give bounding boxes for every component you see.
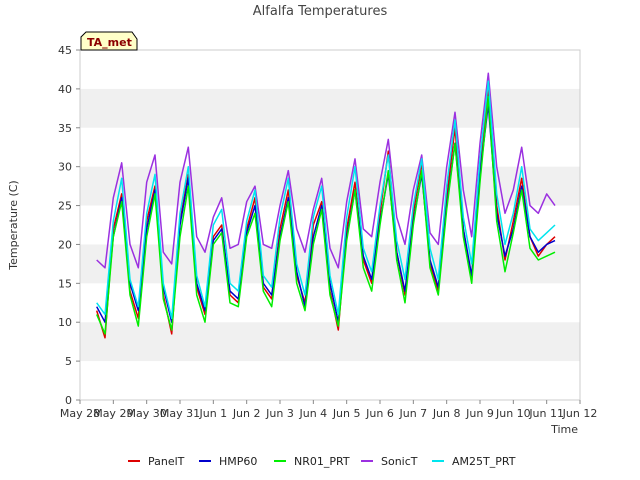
x-tick-label: Jun 4 xyxy=(298,407,327,420)
legend: PanelT HMP60 NR01_PRT SonicT AM25T_PRT xyxy=(128,455,516,468)
x-tick-label: Jun 11 xyxy=(528,407,564,420)
y-tick-label: 0 xyxy=(65,394,72,407)
y-tick-label: 45 xyxy=(58,44,72,57)
y-tick-label: 5 xyxy=(65,355,72,368)
plot-frame xyxy=(79,49,581,401)
legend-label: SonicT xyxy=(381,455,418,468)
series-lines xyxy=(95,72,556,339)
legend-label: NR01_PRT xyxy=(294,455,350,468)
grid-bands xyxy=(80,88,580,362)
legend-label: HMP60 xyxy=(219,455,257,468)
y-axis: 0 5 10 15 20 25 30 35 40 45 xyxy=(58,44,80,407)
badge-box xyxy=(80,31,138,51)
x-tick-label: May 31 xyxy=(160,407,200,420)
x-tick-label: Jun 6 xyxy=(365,407,394,420)
legend-label: AM25T_PRT xyxy=(452,455,516,468)
x-tick-label: Jun 10 xyxy=(495,407,531,420)
grid-band xyxy=(80,322,580,362)
series-line-sonict xyxy=(96,72,556,269)
x-tick-label: May 28 xyxy=(60,407,100,420)
series-line-am25t-prt xyxy=(96,80,556,320)
y-tick-label: 15 xyxy=(58,277,72,290)
grid-band xyxy=(80,88,580,128)
x-axis-title: Time xyxy=(550,423,578,436)
x-tick-label: Jun 12 xyxy=(562,407,598,420)
chart-title: Alfalfa Temperatures xyxy=(253,4,388,19)
x-tick-label: Jun 9 xyxy=(465,407,494,420)
y-tick-label: 40 xyxy=(58,83,72,96)
x-tick-label: Jun 3 xyxy=(265,407,294,420)
legend-label: PanelT xyxy=(148,455,185,468)
y-tick-label: 30 xyxy=(58,161,72,174)
x-tick-label: May 30 xyxy=(127,407,167,420)
x-tick-label: Jun 1 xyxy=(198,407,227,420)
y-tick-label: 35 xyxy=(58,122,72,135)
y-tick-label: 25 xyxy=(58,200,72,213)
ta-met-badge: TA_met xyxy=(80,31,138,51)
x-tick-label: Jun 8 xyxy=(432,407,461,420)
x-tick-label: Jun 2 xyxy=(232,407,261,420)
y-axis-title: Temperature (C) xyxy=(7,180,20,270)
x-tick-label: Jun 7 xyxy=(398,407,427,420)
y-tick-label: 20 xyxy=(58,238,72,251)
series-line-nr01-prt xyxy=(96,95,556,335)
x-tick-label: May 29 xyxy=(93,407,133,420)
badge-label: TA_met xyxy=(87,36,132,49)
x-tick-label: Jun 5 xyxy=(332,407,361,420)
y-tick-label: 10 xyxy=(58,316,72,329)
